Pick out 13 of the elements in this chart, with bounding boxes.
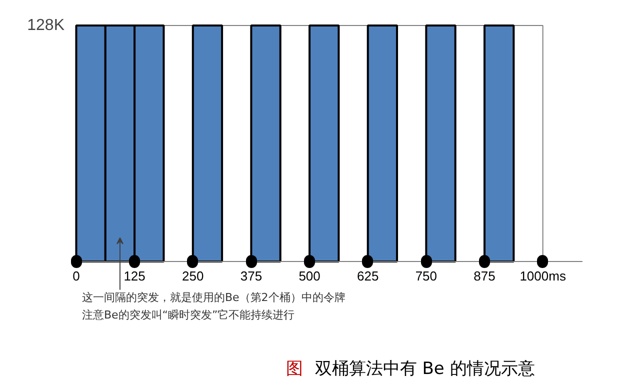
text: 这一间隔的突发，就是使用的Be（第2个桶）中的令牌 (82, 291, 346, 304)
x-tick-label: 0 (72, 268, 80, 284)
x-tick-label: 1000ms (520, 268, 566, 284)
text: 128K (27, 17, 65, 34)
text: 图 双桶算法中有 Be 的情况示意 (286, 358, 535, 379)
x-tick-label: 500 (298, 268, 320, 284)
x-tick-label: 875 (474, 268, 496, 284)
x-tick-label: 750 (415, 268, 438, 284)
x-tick-label: 250 (182, 268, 204, 284)
x-tick-label: 125 (124, 268, 146, 284)
text: 注意Be的突发叫“瞬时突发”它不能持续进行 (82, 308, 295, 322)
x-tick-label: 625 (357, 268, 379, 284)
x-tick-label: 375 (240, 268, 262, 284)
